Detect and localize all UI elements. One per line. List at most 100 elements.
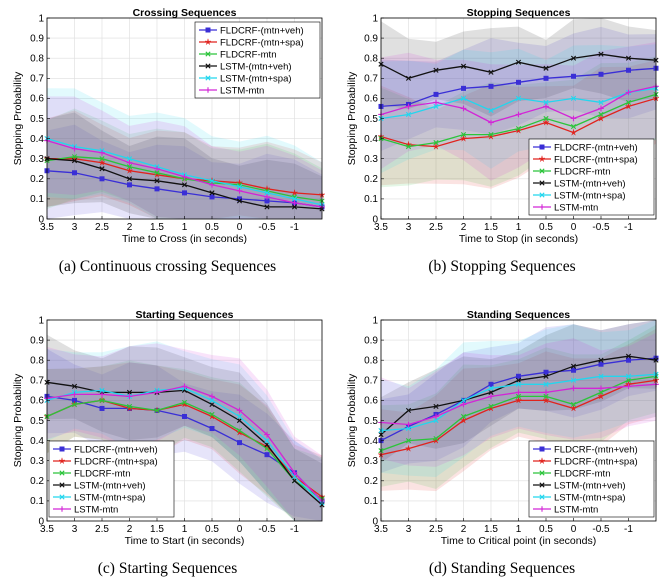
legend-label: FLDCRF-mtn	[220, 49, 276, 60]
data-point	[460, 105, 467, 112]
data-point	[236, 188, 243, 194]
data-point	[598, 357, 604, 363]
data-point	[543, 381, 549, 387]
x-tick-label: 0.5	[539, 524, 553, 535]
y-tick-label: 0.4	[364, 134, 378, 145]
legend-label: FLDCRF-(mtn+spa)	[220, 37, 304, 48]
legend-label: LSTM-(mtn+spa)	[74, 492, 146, 503]
data-point	[570, 55, 577, 61]
data-point	[515, 373, 521, 379]
x-tick-label: 1	[182, 524, 188, 535]
x-axis-label: Time to Stop (in seconds)	[459, 233, 578, 245]
data-point	[71, 383, 78, 389]
series-lstm-mtn-veh	[378, 353, 659, 438]
legend-marker	[59, 446, 65, 452]
legend-label: FLDCRF-mtn	[554, 166, 610, 177]
data-point	[291, 196, 298, 202]
data-point	[264, 190, 270, 196]
data-point	[543, 369, 549, 375]
data-point	[598, 111, 604, 118]
data-point	[405, 144, 412, 150]
legend: FLDCRF-(mtn+veh)FLDCRF-(mtn+spa)FLDCRF-m…	[528, 440, 655, 518]
legend-label: FLDCRF-(mtn+spa)	[554, 154, 638, 165]
y-tick-label: 0.1	[30, 194, 44, 205]
x-tick-label: 1.5	[150, 222, 164, 233]
data-point	[432, 437, 440, 444]
data-point	[625, 357, 631, 363]
y-tick-label: 0.1	[364, 194, 378, 205]
data-point	[570, 123, 577, 130]
legend-box	[48, 440, 175, 518]
y-tick-label: 0.2	[30, 476, 44, 487]
series-fldcrf-mtn	[378, 91, 659, 150]
data-point	[126, 176, 133, 182]
data-point	[598, 105, 604, 112]
data-point	[209, 401, 215, 408]
series-lstm-mtn	[378, 83, 659, 126]
legend-label: FLDCRF-(mtn+veh)	[554, 142, 638, 153]
series-fldcrf-mtn-veh	[44, 168, 325, 210]
x-tick-label: -0.5	[592, 222, 610, 233]
data-point	[72, 170, 78, 176]
data-point	[71, 391, 78, 398]
y-tick-label: 0.5	[364, 416, 378, 427]
legend-box	[528, 440, 655, 518]
data-point	[181, 383, 188, 390]
y-tick-label: 0.5	[30, 114, 44, 125]
series-lstm-mtn	[44, 383, 325, 504]
data-point	[405, 438, 412, 444]
data-point	[570, 385, 577, 392]
x-tick-label: 0.5	[539, 222, 553, 233]
y-tick-label: 0.6	[30, 396, 44, 407]
data-point	[433, 436, 439, 442]
data-point	[291, 478, 298, 484]
legend-marker	[539, 168, 545, 174]
data-point	[515, 393, 522, 399]
legend-marker	[205, 27, 211, 33]
data-point	[405, 407, 412, 414]
legend-marker	[58, 457, 66, 464]
legend-marker	[205, 87, 211, 93]
x-tick-label: 2	[461, 222, 467, 233]
x-tick-label: 3	[72, 222, 78, 233]
data-point	[99, 149, 105, 156]
legend-marker	[59, 506, 65, 512]
data-point	[99, 156, 105, 162]
data-point	[515, 377, 522, 383]
legend-marker	[59, 494, 65, 500]
data-point	[488, 119, 494, 126]
y-tick-label: 0.8	[30, 356, 44, 367]
y-tick-label: 0.4	[30, 436, 44, 447]
y-tick-label: 1	[372, 13, 378, 24]
legend-box	[194, 21, 321, 99]
data-point	[570, 367, 576, 373]
y-tick-label: 0.9	[30, 33, 44, 44]
y-tick-label: 0.9	[364, 33, 378, 44]
x-tick-label: 0.5	[205, 222, 219, 233]
y-tick-label: 0.8	[364, 356, 378, 367]
data-point	[433, 403, 439, 410]
legend-label: LSTM-(mtn+spa)	[554, 492, 626, 503]
legend-label: FLDCRF-mtn	[554, 468, 610, 479]
legend: FLDCRF-(mtn+veh)FLDCRF-(mtn+spa)FLDCRF-m…	[528, 138, 655, 216]
legend-marker	[539, 494, 545, 500]
data-point	[625, 373, 632, 379]
data-point	[460, 417, 467, 424]
legend-label: LSTM-mtn	[220, 85, 264, 96]
chart-panel-1: 0 0.1 0.2 0.3 0.4 0.5 0.6 0.7 0.8 0.9 1 3.5 3 2.5 2 1.5…	[12, 7, 326, 245]
x-tick-label: 1.5	[484, 222, 498, 233]
y-tick-label: 0.6	[30, 94, 44, 105]
x-tick-label: 1	[516, 524, 522, 535]
legend-box	[528, 138, 655, 216]
data-point	[182, 190, 188, 196]
data-point	[460, 397, 467, 403]
data-point	[460, 413, 467, 420]
confidence-band	[47, 343, 322, 521]
x-tick-label: 2.5	[95, 524, 109, 535]
legend-marker	[538, 155, 546, 162]
data-point	[127, 182, 133, 188]
data-point	[433, 99, 439, 106]
data-point	[405, 103, 412, 110]
data-point	[543, 373, 549, 379]
legend-label: LSTM-(mtn+veh)	[74, 480, 146, 491]
